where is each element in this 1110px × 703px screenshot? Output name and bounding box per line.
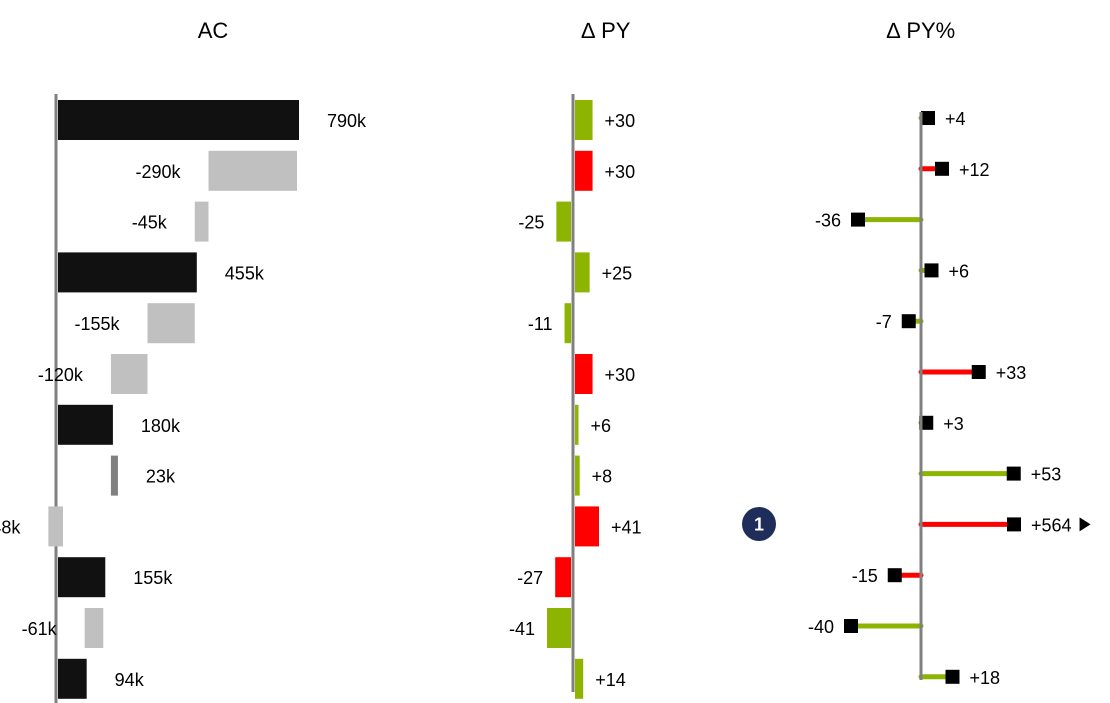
ac-bar [48,506,64,547]
delta-py-data-label: +6 [591,416,612,436]
delta-py-data-label: +41 [611,517,642,537]
comment-badge: 1 [742,507,776,541]
ac-bar [208,150,297,191]
delta-py-percent-marker [921,111,935,125]
ac-bar [110,354,148,394]
delta-py-percent-marker [1007,517,1021,532]
ac-data-label: -45k [132,213,168,233]
delta-py-title: ∆ PY [582,18,631,43]
ac-data-label: -61k [22,619,58,639]
ac-data-label: -120k [38,365,84,385]
delta-py-percent-panel: +4 +12 -36 +6 -7 +33 +3 +53 +564 -15 -40 +18 [808,109,1091,688]
delta-py-data-label: -11 [528,314,553,334]
ac-bar [58,404,113,445]
comment-badge-circle [742,507,776,541]
delta-py-percent-data-label: +564 [1031,515,1072,535]
delta-py-percent-data-label: -36 [815,211,841,231]
delta-py-percent-data-label: +33 [996,363,1027,383]
delta-py-percent-marker [844,619,858,633]
delta-py-percent-marker [887,568,902,583]
delta-py-data-label: +14 [595,670,626,690]
delta-py-percent-data-label: +53 [1031,465,1062,485]
delta-py-percent-marker [901,314,916,329]
ac-data-label: 790k [327,111,367,131]
delta-py-data-label: +30 [605,365,636,385]
delta-py-percent-marker [971,365,986,379]
ac-data-label: 455k [225,263,265,283]
delta-py-data-label: +25 [602,263,633,283]
delta-py-bar [564,303,571,344]
delta-py-percent-marker [1006,466,1021,481]
ac-data-label: 23k [146,467,176,487]
delta-py-data-label: +8 [592,467,613,487]
ac-data-label: 155k [133,568,173,588]
delta-py-percent-marker [945,669,960,684]
delta-py-data-label: +30 [605,162,636,182]
ac-panel: 790k -290k -45k 455k -155k -120k 180k 23k -48k 15… [0,94,367,703]
ac-data-label: -290k [136,162,182,182]
delta-py-percent-title: ∆ PY% [887,18,955,43]
delta-py-bar [575,354,593,394]
delta-py-data-label: -27 [517,568,543,588]
delta-py-percent-data-label: +12 [959,160,990,180]
delta-py-percent-marker [919,415,934,430]
ac-bar [58,658,87,699]
delta-py-bar [555,557,571,598]
ac-bar [58,252,197,293]
ac-bar [147,303,195,344]
ac-bar [110,455,118,496]
delta-py-percent-data-label: -7 [876,312,892,332]
delta-py-percent-marker [924,263,939,278]
delta-py-bar [547,608,571,648]
comment-badge-label: 1 [754,515,764,535]
delta-py-bar [556,201,571,242]
delta-py-panel: +30 +30 -25 +25 -11 +30 +6 +8 +41 -27 -41 +14 [509,94,642,699]
ac-title: AC [198,18,229,43]
delta-py-bar [575,100,593,140]
ac-bar [58,557,106,598]
delta-py-bar [575,252,590,293]
ac-data-label: -48k [0,517,21,537]
ac-bar [84,608,104,648]
delta-py-data-label: -41 [509,619,535,639]
delta-py-bar [575,404,579,445]
delta-py-bar [575,658,584,699]
ac-bar [58,100,299,140]
delta-py-data-label: +30 [605,111,636,131]
ac-bar [194,201,209,242]
delta-py-bar [575,506,599,547]
delta-py-bar [575,455,580,496]
delta-py-data-label: -25 [518,213,544,233]
delta-py-percent-data-label: +18 [970,668,1001,688]
delta-py-percent-data-label: -15 [852,566,878,586]
ac-data-label: 180k [141,416,181,436]
delta-py-percent-marker [935,161,949,176]
delta-py-percent-data-label: +4 [945,109,966,129]
delta-py-percent-data-label: +3 [943,414,964,434]
delta-py-percent-data-label: -40 [808,617,834,637]
ac-data-label: 94k [115,670,145,690]
overflow-arrow-icon [1079,517,1091,532]
ac-data-label: -155k [74,314,120,334]
delta-py-percent-marker [851,212,865,227]
delta-py-bar [575,150,593,191]
delta-py-percent-data-label: +6 [949,261,970,281]
